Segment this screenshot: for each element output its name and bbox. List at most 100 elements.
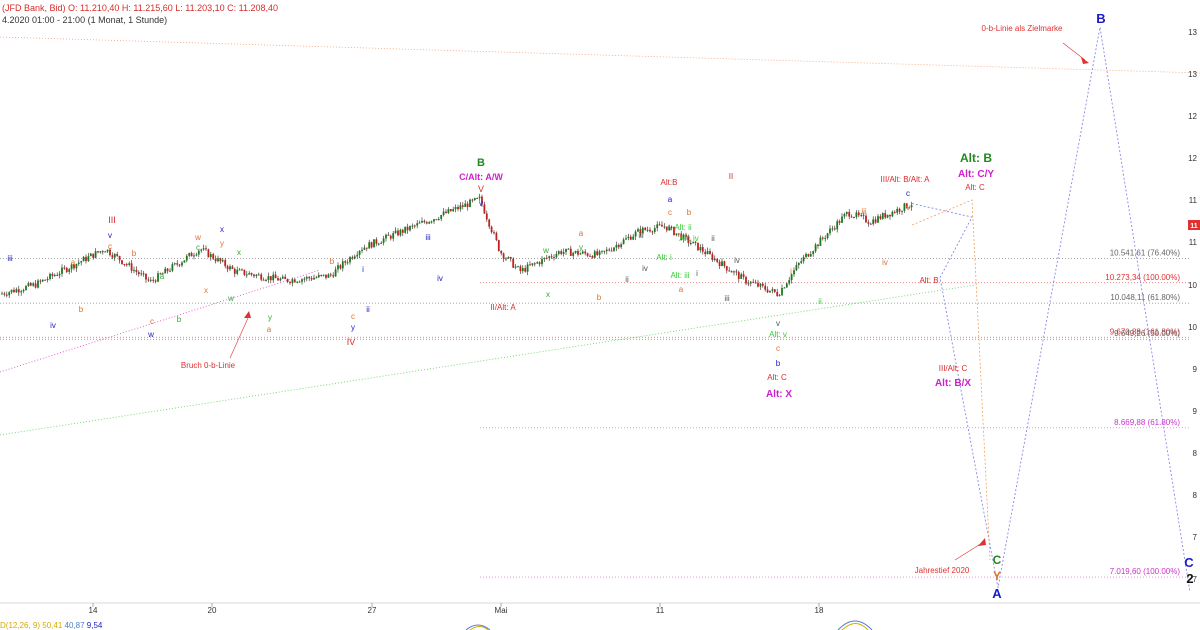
candle-body	[313, 277, 315, 280]
wave-label: x	[546, 290, 550, 299]
candle-body	[51, 273, 54, 276]
candle-body	[15, 289, 18, 293]
candle-body	[737, 272, 740, 279]
candle-body	[41, 279, 44, 282]
candle-body	[397, 230, 399, 236]
candle-body	[891, 211, 894, 217]
macd-signal-curve	[841, 623, 869, 630]
wave-label: c	[906, 189, 910, 198]
wave-label: x	[220, 225, 224, 234]
candle-body	[322, 274, 325, 276]
candle-body	[113, 254, 116, 258]
candle-body	[267, 276, 270, 280]
x-tick-label: 27	[368, 606, 377, 615]
wave-label: b	[132, 249, 137, 258]
candle-body	[706, 251, 709, 255]
candle-body	[565, 248, 567, 252]
candle-body	[353, 256, 356, 259]
axes: 14 20 27 Mai 11 18 13 13 12 12 11 11 10 10 9 9 8 8 7 7 11	[0, 28, 1200, 630]
candle-body	[781, 288, 783, 296]
wave-label: III	[108, 215, 116, 225]
candle-body	[639, 229, 642, 234]
wave-label: b	[177, 315, 182, 324]
candle-body	[238, 269, 241, 271]
candle-body	[325, 274, 327, 278]
candle-body	[500, 251, 503, 254]
macd-curve	[837, 620, 873, 630]
candle-body	[896, 208, 899, 213]
candle-body	[430, 221, 433, 223]
wave-label: Y	[993, 569, 1001, 583]
candle-body	[497, 240, 500, 252]
candle-body	[49, 273, 51, 280]
candle-body	[807, 254, 810, 257]
candle-body	[728, 270, 731, 272]
wave-label: Alt: i	[656, 253, 672, 262]
candle-body	[245, 274, 248, 276]
fib-level-label: 10.541,61 (76.40%)	[1110, 249, 1181, 258]
candle-body	[152, 279, 155, 281]
candle-body	[718, 261, 721, 267]
wave-label: w	[147, 330, 154, 339]
candle-body	[699, 247, 702, 251]
candle-body	[73, 264, 75, 269]
wave-label: v	[776, 319, 780, 328]
candle-body	[5, 294, 8, 296]
candle-body	[320, 274, 323, 276]
candle-body	[440, 214, 443, 219]
candle-body	[22, 290, 25, 292]
wave-label: iv	[734, 256, 740, 265]
y-tick-label: 10	[1188, 281, 1197, 290]
wave-label: v	[108, 231, 112, 240]
candle-body	[869, 223, 872, 225]
candle-body	[562, 251, 565, 254]
candle-body	[622, 239, 625, 244]
candle-body	[241, 269, 243, 271]
trend-line-0b-upper	[0, 36, 1200, 74]
wave-label: III/Alt: B/Alt: A	[881, 175, 931, 184]
candle-body	[850, 216, 853, 218]
candle-body	[32, 283, 35, 286]
candle-body	[740, 274, 743, 279]
candle-body	[649, 229, 651, 232]
candle-body	[358, 250, 361, 255]
candle-body	[634, 231, 637, 237]
candle-body	[749, 281, 752, 284]
candle-body	[509, 257, 512, 259]
candle-body	[315, 277, 318, 279]
candle-body	[190, 253, 193, 257]
candle-body	[305, 276, 308, 279]
candle-body	[661, 224, 663, 227]
candle-body	[490, 226, 493, 233]
candle-body	[862, 214, 865, 216]
last-price-label: 11	[1190, 223, 1198, 230]
candle-body	[670, 226, 673, 228]
y-tick-label: 12	[1188, 154, 1197, 163]
candle-body	[145, 273, 147, 280]
candle-body	[10, 289, 13, 293]
candle-body	[298, 281, 301, 283]
candle-body	[214, 258, 217, 262]
wave-label: c	[150, 317, 154, 326]
candle-body	[135, 269, 138, 273]
candle-body	[569, 248, 572, 256]
candle-body	[567, 248, 570, 250]
y-tick-label: 11	[1189, 238, 1198, 247]
wave-label: iii	[724, 294, 730, 303]
candle-body	[800, 261, 803, 263]
wave-label: V	[478, 184, 484, 194]
candle-body	[694, 241, 697, 243]
wave-label: A	[992, 586, 1002, 601]
candle-body	[116, 254, 119, 256]
candle-body	[411, 225, 414, 227]
wave-label: iv	[50, 321, 56, 330]
candle-body	[867, 222, 870, 224]
candle-body	[161, 273, 164, 275]
candle-body	[399, 229, 402, 236]
annotation-arrow-line	[229, 317, 249, 359]
candle-body	[142, 273, 145, 275]
candle-body	[164, 268, 167, 274]
candle-body	[898, 208, 901, 212]
candle-body	[495, 232, 498, 241]
candle-body	[759, 283, 762, 287]
